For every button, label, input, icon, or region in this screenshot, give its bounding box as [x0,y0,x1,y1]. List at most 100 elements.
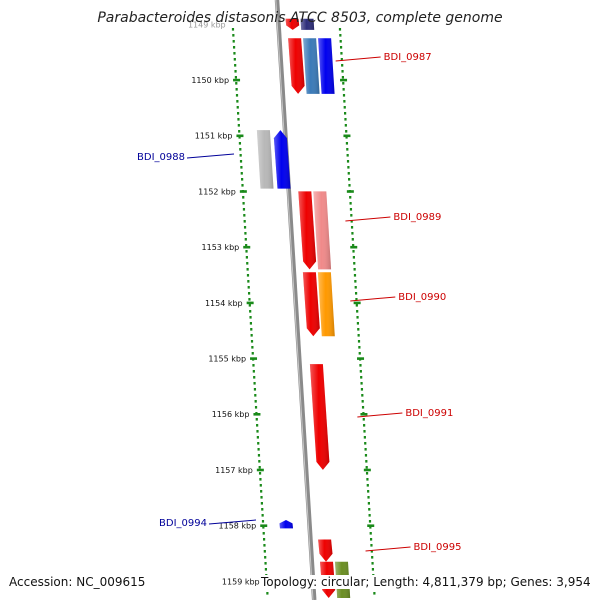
axis-tick-right [357,357,365,360]
ruler-dot-right [364,442,367,445]
ruler-dot-left [234,64,237,67]
gene-bdi-0990-shading [302,272,320,337]
ruler-dot-left [254,394,257,397]
ruler-dot-left [232,46,236,49]
ruler-dot-right [356,310,359,313]
ruler-dot-left [236,106,239,109]
ruler-dot-right [371,568,375,571]
ruler-dot-right [345,136,348,139]
ruler-dot-left [256,436,259,439]
axis-tick-left [256,468,264,472]
gene-bdi-0988-shading [256,130,274,189]
ruler-dot-left [234,70,237,73]
ruler-dot-left [247,280,250,283]
axis-tick-label: 1157 kbp [215,466,253,475]
ruler-dot-left [238,142,242,145]
ruler-dot-left [249,322,253,325]
genome-backbone [274,0,317,601]
ruler-dot-right [369,538,373,541]
ruler-dot-left [236,100,239,103]
ruler-dot-right [353,268,356,271]
ruler-dot-right [359,364,362,367]
ruler-dot-left [237,124,240,127]
ruler-dot-right [341,64,344,67]
ruler-layer: 1150 kbp 1151 kbp 1152 kbp 1153 kbp 1154 kbp… [188,20,378,595]
axis-tick-right [353,301,361,305]
ruler-dot-right [353,274,357,277]
ruler-dot-left [256,430,259,433]
ruler-dot-left [238,136,241,139]
ruler-dot-left [258,472,262,475]
ruler-dot-left [245,256,248,259]
ruler-dot-right [363,436,366,439]
ruler-dot-left [250,340,254,343]
accession-text: Accession: NC_009615 [9,575,148,589]
gene-label-bdi_0987: BDI_0987 [384,52,432,63]
axis-tick-left [246,301,254,305]
ruler-dot-right [340,58,343,61]
ruler-dot-right [360,382,363,385]
ruler-dot-right [358,346,361,349]
ruler-dot-left [231,28,235,31]
ruler-dot-right [360,376,363,379]
ruler-dot-left [239,154,242,157]
ruler-dot-left [246,268,249,271]
ruler-dot-left [244,232,247,235]
callout-line-bdi_0990 [350,296,396,302]
ruler-dot-left [242,202,245,205]
gene-label-bdi_0990: BDI_0990 [398,292,446,303]
axis-tick-left [260,524,268,527]
ruler-dot-right [352,244,355,247]
ruler-dot-left [248,298,251,301]
label-layer: BDI_0987 BDI_0988 BDI_0989 BDI_0990 BDI_0991… [137,52,461,553]
ruler-dot-right [369,526,372,529]
ruler-dot-left [243,220,246,223]
ruler-dot-left [245,244,248,247]
ruler-dot-left [264,568,268,571]
ruler-dot-right [367,490,370,493]
axis-tick-label-partial: 1149 kbp [188,20,226,29]
ruler-dot-right [350,220,353,223]
ruler-dot-right [346,154,349,157]
ruler-dot-left [249,310,252,313]
ruler-dot-right [352,250,355,253]
ruler-dot-right [352,256,355,259]
ruler-dot-right [343,106,346,109]
ruler-dot-right [346,160,350,163]
gene-bdi-0987-shading [288,38,305,94]
ruler-dot-left [260,496,263,499]
ruler-dot-left [239,160,243,163]
ruler-dot-right [356,322,360,325]
ruler-dot-right [363,424,366,427]
gene-bdi-0988-domain-shading [273,130,291,189]
axis-tick-left [250,357,258,360]
ruler-dot-right [373,592,376,595]
ruler-dot-right [368,514,371,517]
ruler-dot-right [365,472,369,475]
gene-bdi-0994-shading [279,520,293,529]
ruler-dot-left [258,466,261,469]
ruler-dot-left [252,370,255,373]
axis-tick-left [233,78,241,82]
ruler-dot-left [243,226,247,229]
ruler-dot-right [370,550,373,553]
ruler-dot-right [339,34,342,37]
ruler-dot-left [241,178,244,181]
axis-tick-label: 1152 kbp [198,187,236,196]
ruler-dot-right [354,286,357,289]
ruler-dot-left [237,112,240,115]
ruler-dot-left [234,76,238,79]
ruler-dot-left [246,262,249,265]
ruler-dot-left [259,484,262,487]
ruler-dot-right [344,124,347,127]
ruler-dot-right [365,466,368,469]
gene-bdi-0989-shading [298,191,317,270]
ruler-dot-right [360,388,364,391]
gene-label-bdi_0991: BDI_0991 [405,408,453,419]
ruler-dot-right [357,328,360,331]
axis-tick-right [343,134,351,138]
axis-tick-label: 1151 kbp [195,132,233,141]
ruler-dot-left [242,208,246,211]
ruler-dot-left [233,52,236,55]
